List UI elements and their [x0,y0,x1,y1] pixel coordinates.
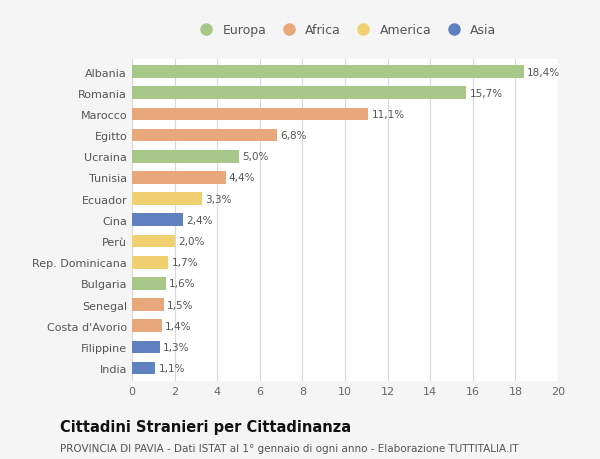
Text: 6,8%: 6,8% [280,131,307,141]
Bar [132,87,466,100]
Text: 2,0%: 2,0% [178,236,204,246]
Bar [132,172,226,185]
Text: 11,1%: 11,1% [371,110,405,120]
Text: 18,4%: 18,4% [527,67,560,78]
Bar [132,214,183,227]
Bar [132,235,175,248]
Text: 15,7%: 15,7% [470,89,503,99]
Bar [132,129,277,142]
Text: 3,3%: 3,3% [205,194,232,204]
Text: 1,1%: 1,1% [158,363,185,373]
Bar [132,256,168,269]
Bar [132,319,162,332]
Legend: Europa, Africa, America, Asia: Europa, Africa, America, Asia [194,24,496,37]
Bar [132,298,164,311]
Text: 4,4%: 4,4% [229,173,256,183]
Bar [132,277,166,290]
Bar [132,66,524,78]
Text: 2,4%: 2,4% [187,215,213,225]
Text: 1,3%: 1,3% [163,342,190,352]
Bar [132,362,155,375]
Text: 1,5%: 1,5% [167,300,194,310]
Text: Cittadini Stranieri per Cittadinanza: Cittadini Stranieri per Cittadinanza [60,419,351,434]
Bar [132,341,160,353]
Text: 1,7%: 1,7% [172,257,198,268]
Bar [132,193,202,206]
Text: PROVINCIA DI PAVIA - Dati ISTAT al 1° gennaio di ogni anno - Elaborazione TUTTIT: PROVINCIA DI PAVIA - Dati ISTAT al 1° ge… [60,443,518,453]
Text: 1,4%: 1,4% [165,321,191,331]
Bar [132,151,239,163]
Text: 1,6%: 1,6% [169,279,196,289]
Text: 5,0%: 5,0% [242,152,268,162]
Bar [132,108,368,121]
